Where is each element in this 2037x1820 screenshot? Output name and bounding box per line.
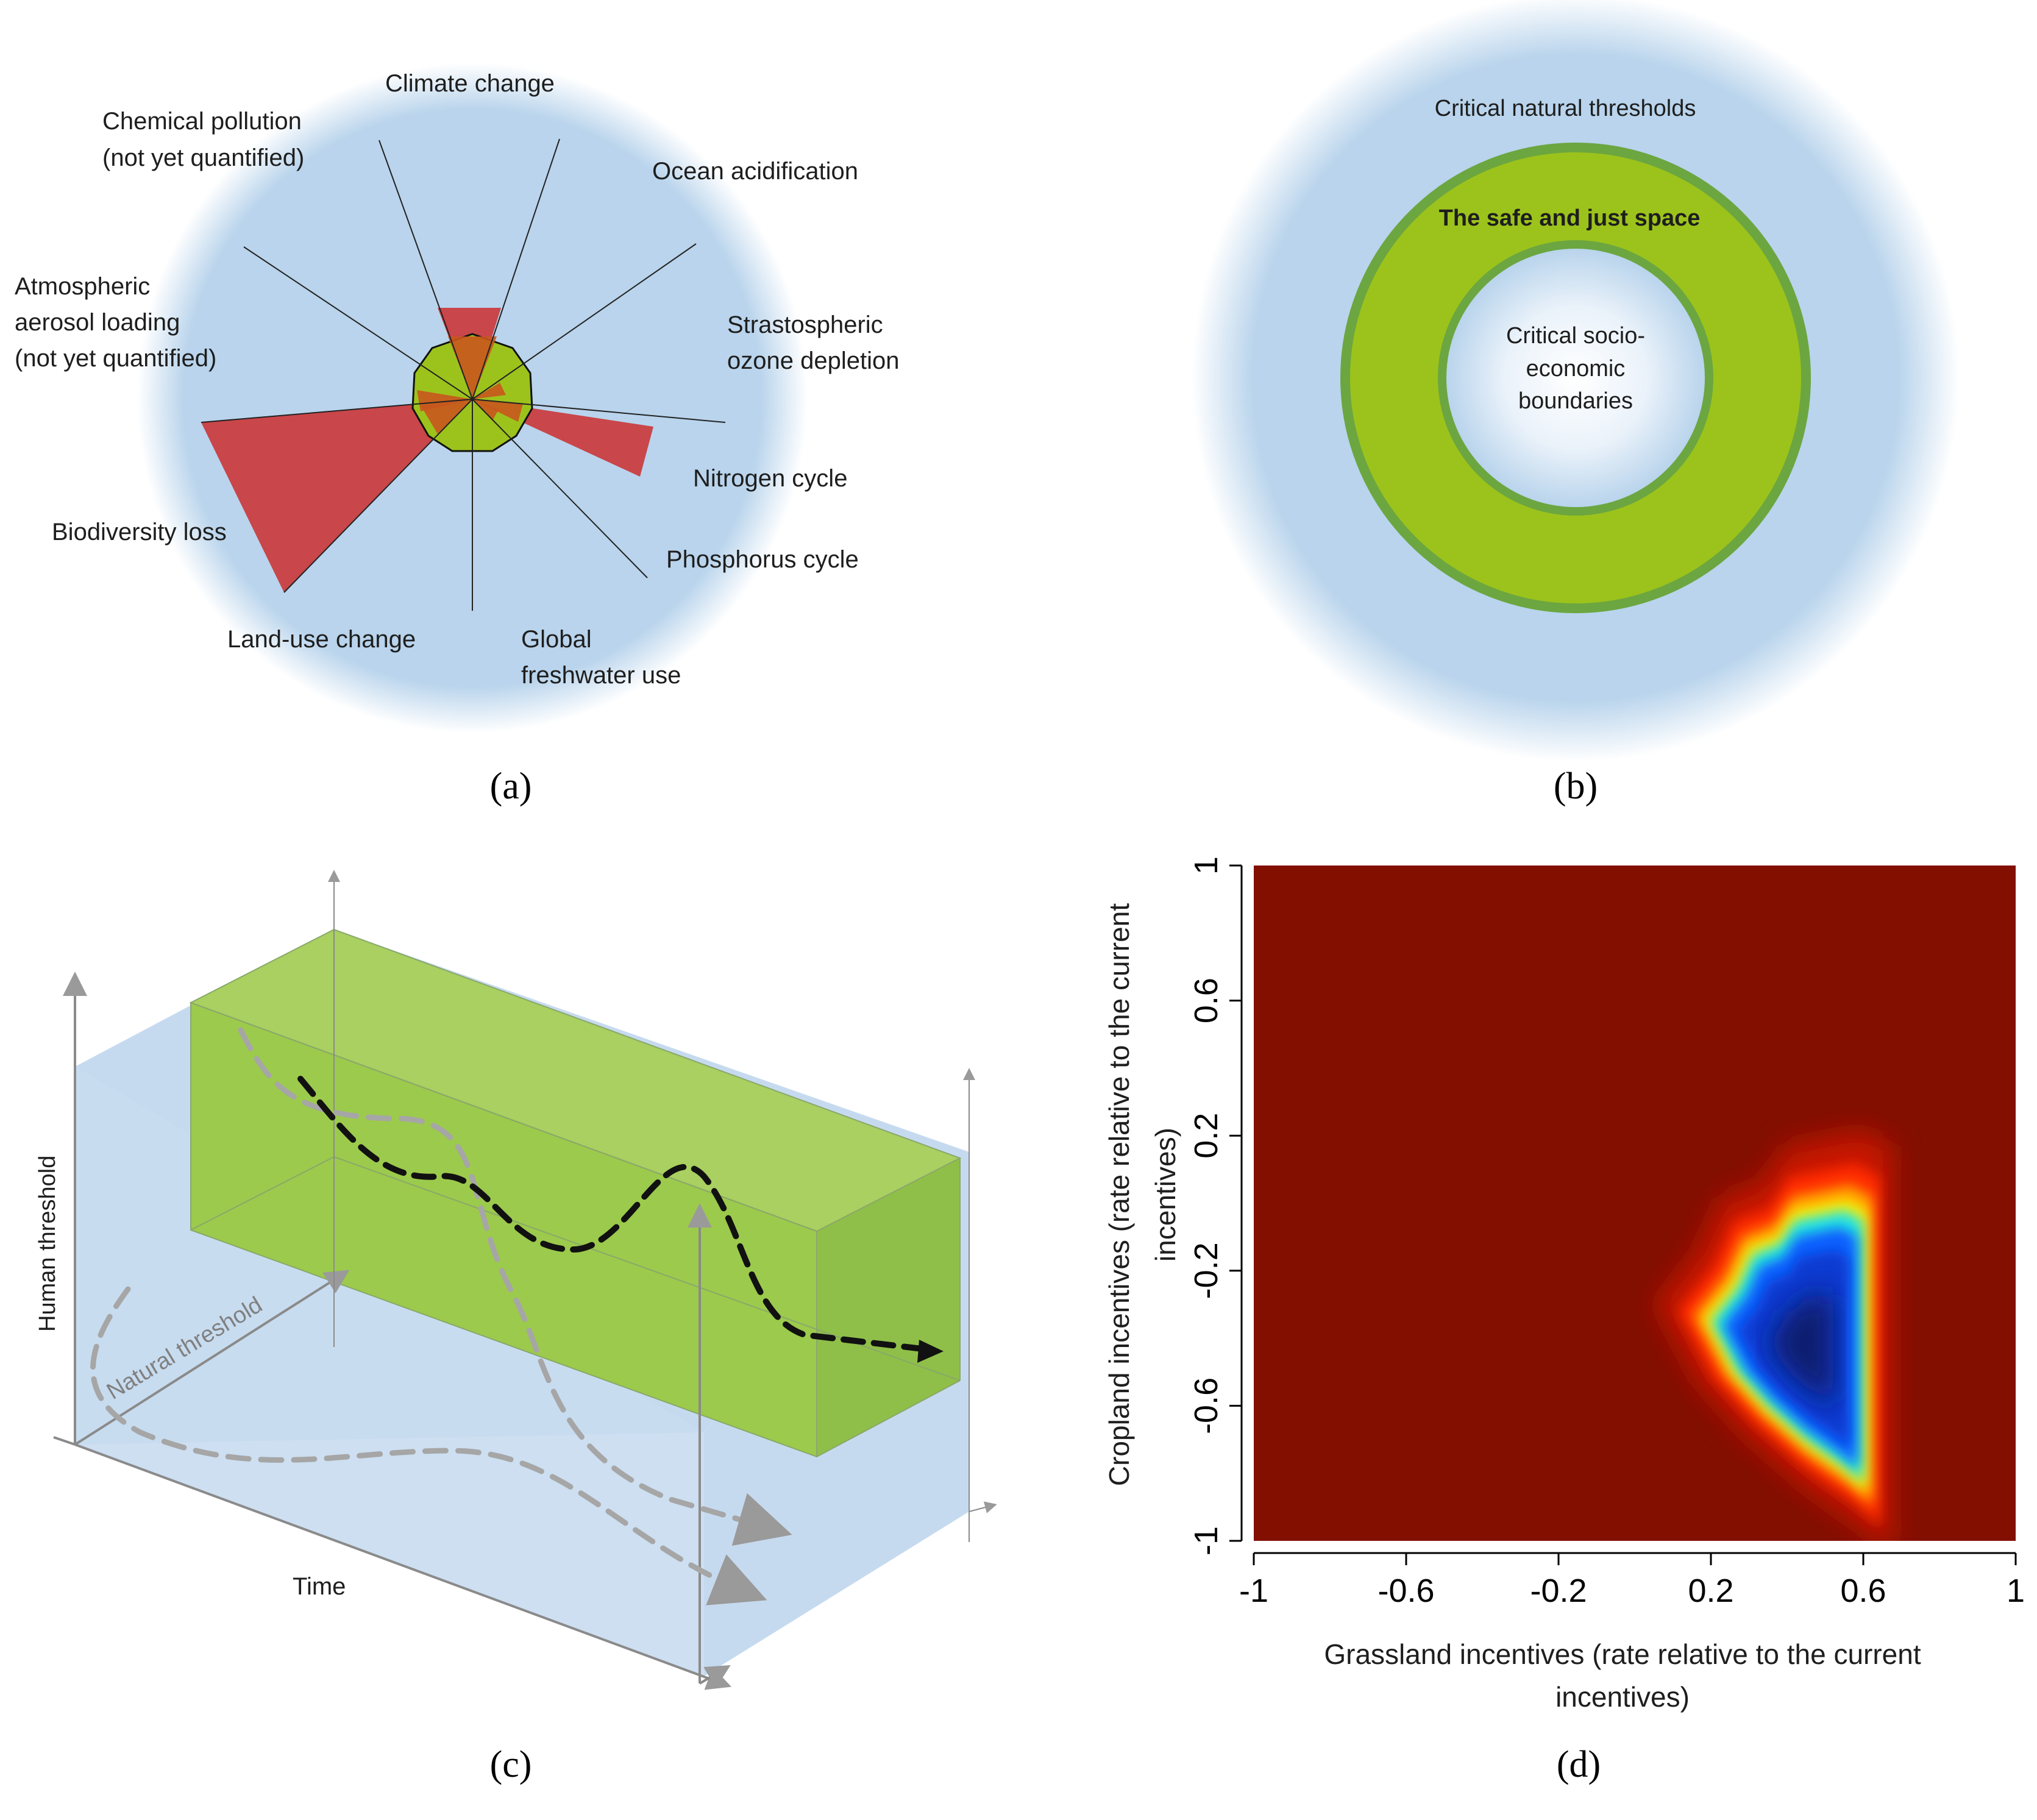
label-climate-change: Climate change	[385, 70, 555, 97]
heatmap-x-tick-label: -0.2	[1530, 1573, 1587, 1609]
heatmap-ylabel-line1: Cropland incentives (rate relative to th…	[1103, 903, 1135, 1486]
trajectory-gray-2	[90, 1286, 767, 1605]
label-time: Time	[293, 1573, 346, 1600]
label-socio-economic-1: Critical socio-	[1506, 323, 1645, 349]
label-nitrogen-cycle: Nitrogen cycle	[693, 465, 847, 492]
radial-spokes	[201, 138, 726, 611]
heatmap-x-tick-label: -1	[1239, 1573, 1268, 1609]
heatmap-y-tick-label: 1	[1188, 856, 1225, 875]
trajectory-gray-1	[238, 1027, 792, 1546]
socio-economic-core	[1446, 249, 1705, 507]
label-ozone-1: Strastospheric	[727, 311, 883, 338]
panel-c-axes	[53, 870, 997, 1690]
heatmap-plot-area	[1254, 866, 2016, 1541]
panel-d-heatmap: -1 -0.6 -0.2 0.2 0.6 1 -1 -0.6 -0.2 0.2 0.6 1 Grass…	[1103, 856, 2025, 1785]
trajectory-black	[297, 1076, 936, 1353]
label-aerosol-2: aerosol loading	[15, 309, 180, 336]
heatmap-ylabel-line2: incentives)	[1150, 1128, 1181, 1262]
caption-d: (d)	[1557, 1744, 1601, 1785]
caption-a: (a)	[490, 766, 532, 807]
heatmap-x-tick-label: 0.6	[1840, 1573, 1886, 1609]
wedge-ozone-inner	[472, 399, 499, 421]
label-aerosol-1: Atmospheric	[15, 273, 150, 300]
label-human-threshold: Human threshold	[35, 1156, 60, 1332]
label-chemical-pollution: Chemical pollution	[102, 108, 302, 135]
label-socio-economic-2: economic	[1526, 356, 1626, 382]
heatmap-axes: -1 -0.6 -0.2 0.2 0.6 1 -1 -0.6 -0.2 0.2 0.6 1	[1188, 856, 2025, 1609]
heatmap-x-tick-label: 0.2	[1688, 1573, 1733, 1609]
panel-b-safe-space-diagram: Critical natural thresholds The safe and…	[1192, 0, 1960, 807]
green-box-right	[817, 1158, 960, 1457]
label-safe-just-space: The safe and just space	[1439, 205, 1701, 231]
heatmap-y-tick-label: -0.2	[1188, 1242, 1225, 1299]
wedge-climate-inner	[448, 336, 497, 399]
wedge-ocean-inner	[472, 383, 506, 399]
heatmap-xlabel-line1: Grassland incentives (rate relative to t…	[1324, 1638, 1921, 1670]
heatmap-x-tick-label: 1	[2007, 1573, 2025, 1609]
label-freshwater-1: Global	[521, 626, 592, 653]
label-freshwater-2: freshwater use	[521, 662, 681, 689]
label-critical-natural-thresholds: Critical natural thresholds	[1435, 96, 1696, 121]
trajectory-black-arrowhead	[917, 1340, 944, 1363]
heatmap-y-tick-label: 0.6	[1188, 978, 1225, 1023]
heatmap-y-tick-label: -0.6	[1188, 1377, 1225, 1434]
panel-c-threshold-box: Human threshold Natural threshold Time (…	[35, 870, 997, 1785]
wedge-biodiversity-loss	[201, 399, 472, 592]
heatmap-x-tick-label: -0.6	[1378, 1573, 1434, 1609]
heatmap-band-8	[1769, 1293, 1833, 1409]
caption-b: (b)	[1554, 766, 1598, 807]
label-aerosol-3: (not yet quantified)	[15, 345, 216, 372]
heatmap-y-tick-label: -1	[1188, 1526, 1225, 1555]
caption-c: (c)	[490, 1744, 532, 1785]
green-box-top	[191, 930, 960, 1231]
label-ocean-acidification: Ocean acidification	[652, 158, 858, 185]
heatmap-xlabel-line2: incentives)	[1555, 1681, 1690, 1713]
label-phosphorus-cycle: Phosphorus cycle	[666, 546, 859, 573]
wedge-biodiversity-inner	[417, 390, 472, 411]
label-ozone-2: ozone depletion	[727, 347, 899, 374]
heatmap-value-field	[1655, 1131, 1893, 1541]
heatmap-y-tick-label: 0.2	[1188, 1113, 1225, 1159]
label-socio-economic-3: boundaries	[1518, 388, 1633, 414]
label-biodiversity-loss: Biodiversity loss	[52, 519, 227, 546]
panel-a-boundaries-diagram: Climate change Chemical pollution (not y…	[15, 63, 899, 807]
label-land-use-change: Land-use change	[227, 626, 416, 653]
label-chemical-pollution-note: (not yet quantified)	[102, 144, 304, 171]
gray-trajectories	[90, 1027, 792, 1605]
